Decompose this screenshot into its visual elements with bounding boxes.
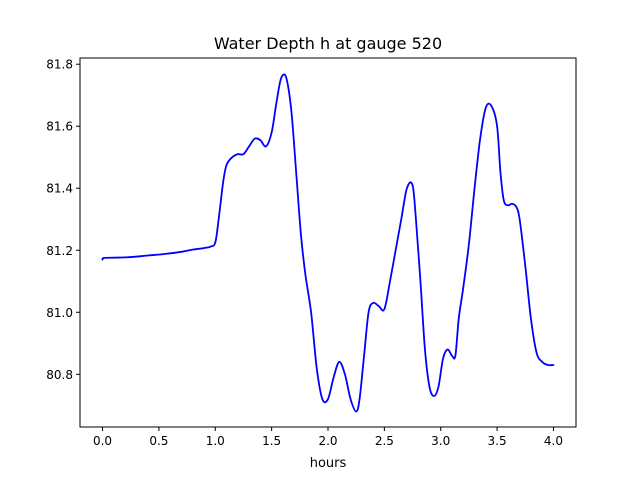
series-line-water-depth <box>101 73 555 413</box>
x-tick-label: 1.0 <box>206 434 225 448</box>
x-tick-label: 1.5 <box>262 434 281 448</box>
chart-title: Water Depth h at gauge 520 <box>214 34 442 53</box>
y-tick-label: 80.8 <box>46 368 73 382</box>
plot-frame <box>79 57 577 428</box>
x-axis-label: hours <box>310 456 347 471</box>
x-tick-label: 2.5 <box>375 434 394 448</box>
x-tick-label: 0.0 <box>93 434 112 448</box>
x-tick-label: 3.5 <box>488 434 507 448</box>
x-tick-label: 0.5 <box>149 434 168 448</box>
y-tick-label: 81.4 <box>46 182 73 196</box>
y-tick-label: 81.6 <box>46 120 73 134</box>
x-tick-label: 4.0 <box>544 434 563 448</box>
y-axis-ticks: 80.8 81.0 81.2 81.4 81.6 81.8 <box>46 58 80 382</box>
y-tick-label: 81.0 <box>46 306 73 320</box>
x-tick-label: 2.0 <box>318 434 337 448</box>
x-axis-ticks: 0.0 0.5 1.0 1.5 2.0 2.5 3.0 3.5 4.0 <box>93 427 563 448</box>
x-tick-label: 3.0 <box>431 434 450 448</box>
y-tick-label: 81.8 <box>46 58 73 72</box>
y-tick-label: 81.2 <box>46 244 73 258</box>
